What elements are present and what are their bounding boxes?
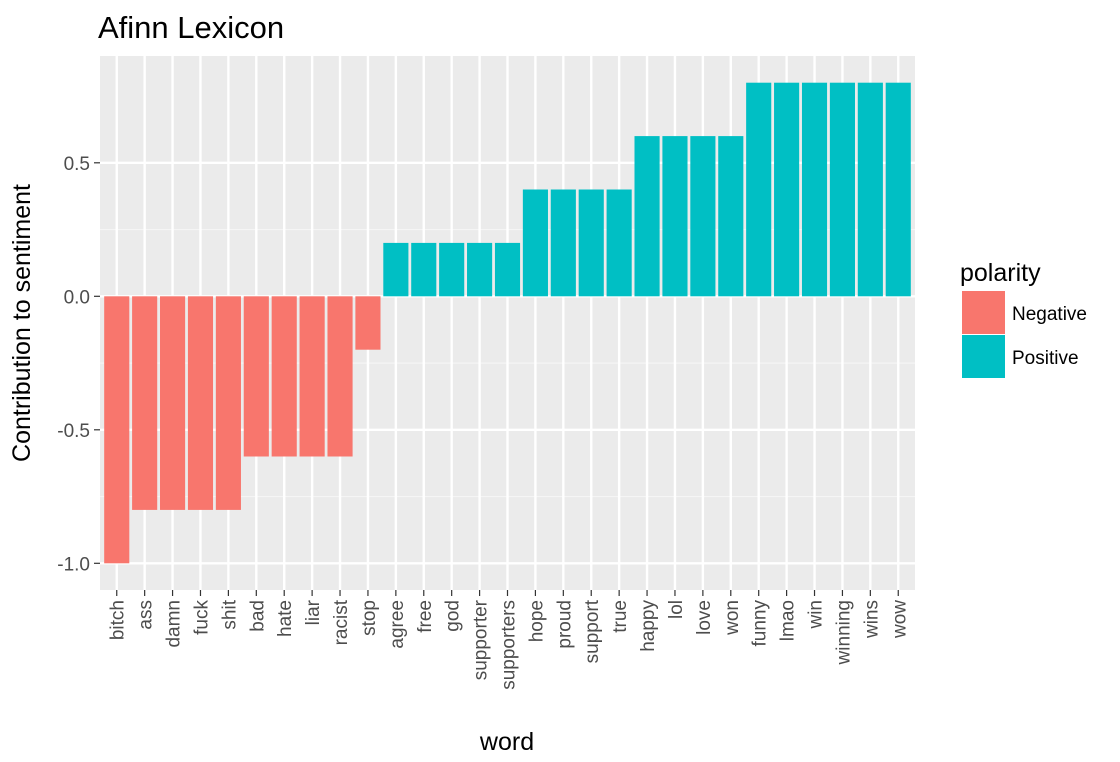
bar-hope [522, 189, 548, 297]
bar-true [606, 189, 632, 297]
legend-label-negative: Negative [1012, 304, 1087, 325]
x-tick-label: lol [666, 600, 687, 619]
x-tick-label: fuck [191, 600, 212, 635]
bar-lmao [774, 82, 800, 297]
bar-hate [271, 296, 297, 457]
bar-funny [746, 82, 772, 297]
bar-damn [160, 296, 186, 510]
bar-god [439, 242, 465, 297]
x-tick-label: liar [303, 599, 324, 625]
y-tick-label: 0.5 [64, 154, 90, 175]
bar-liar [299, 296, 325, 457]
x-axis-ticks: bitch ass damn fuck shit bad hate liar racist sto… [108, 590, 910, 690]
bar-won [718, 136, 744, 297]
bar-wow [885, 82, 911, 297]
chart-title: Afinn Lexicon [98, 10, 284, 45]
bar-supporter [467, 242, 493, 297]
x-tick-label: win [806, 600, 827, 630]
x-tick-label: happy [638, 600, 659, 652]
bar-agree [383, 242, 409, 297]
x-tick-label: stop [359, 600, 380, 636]
bar-fuck [187, 296, 214, 510]
bar-win [801, 82, 828, 297]
legend-label-positive: Positive [1012, 348, 1079, 369]
bar-stop [355, 296, 381, 350]
x-tick-label: god [443, 600, 464, 632]
bar-ass [132, 296, 158, 510]
y-tick-label: -0.5 [57, 421, 90, 442]
bar-proud [550, 189, 576, 297]
y-tick-label: -1.0 [57, 554, 90, 575]
legend-key-negative [962, 291, 1005, 334]
x-tick-label: proud [554, 600, 575, 649]
x-tick-label: shit [219, 599, 240, 629]
x-tick-label: bitch [108, 600, 129, 640]
x-tick-label: true [610, 600, 631, 633]
bar-support [578, 189, 604, 297]
x-tick-label: ass [136, 600, 157, 630]
x-tick-label: won [722, 600, 743, 636]
y-tick-label: 0.0 [64, 287, 90, 308]
legend-key-positive [962, 335, 1005, 378]
bar-bad [243, 296, 269, 457]
y-axis-title: Contribution to sentiment [8, 184, 36, 462]
x-tick-label: damn [164, 600, 185, 648]
x-tick-label: support [582, 599, 603, 663]
x-tick-label: funny [750, 600, 771, 647]
bar-happy [634, 136, 660, 297]
legend: polarity Negative Positive [960, 259, 1087, 378]
x-tick-label: winning [833, 600, 854, 665]
bar-wins [857, 82, 883, 297]
x-tick-label: agree [387, 600, 408, 649]
x-tick-label: wow [889, 600, 910, 639]
bar-shit [215, 296, 241, 510]
bar-supporters [494, 242, 521, 297]
legend-title: polarity [960, 259, 1041, 287]
x-tick-label: supporter [471, 599, 492, 680]
x-axis-title: word [479, 728, 534, 756]
bar-lol [662, 136, 688, 297]
y-axis-ticks: -1.0 -0.5 0.0 0.5 [57, 154, 100, 575]
x-tick-label: love [694, 600, 715, 635]
bar-free [411, 242, 437, 297]
bar-love [690, 136, 716, 297]
bar-winning [829, 82, 855, 297]
x-tick-label: wins [861, 600, 882, 639]
bar-racist [327, 296, 353, 457]
x-tick-label: lmao [778, 600, 799, 641]
x-tick-label: supporters [499, 600, 520, 690]
x-tick-label: free [415, 600, 436, 633]
x-tick-label: hate [275, 600, 296, 637]
x-tick-label: hope [526, 600, 547, 642]
x-tick-label: racist [331, 599, 352, 645]
bars [104, 82, 911, 564]
x-tick-label: bad [247, 600, 268, 632]
bar-bitch [104, 296, 130, 564]
